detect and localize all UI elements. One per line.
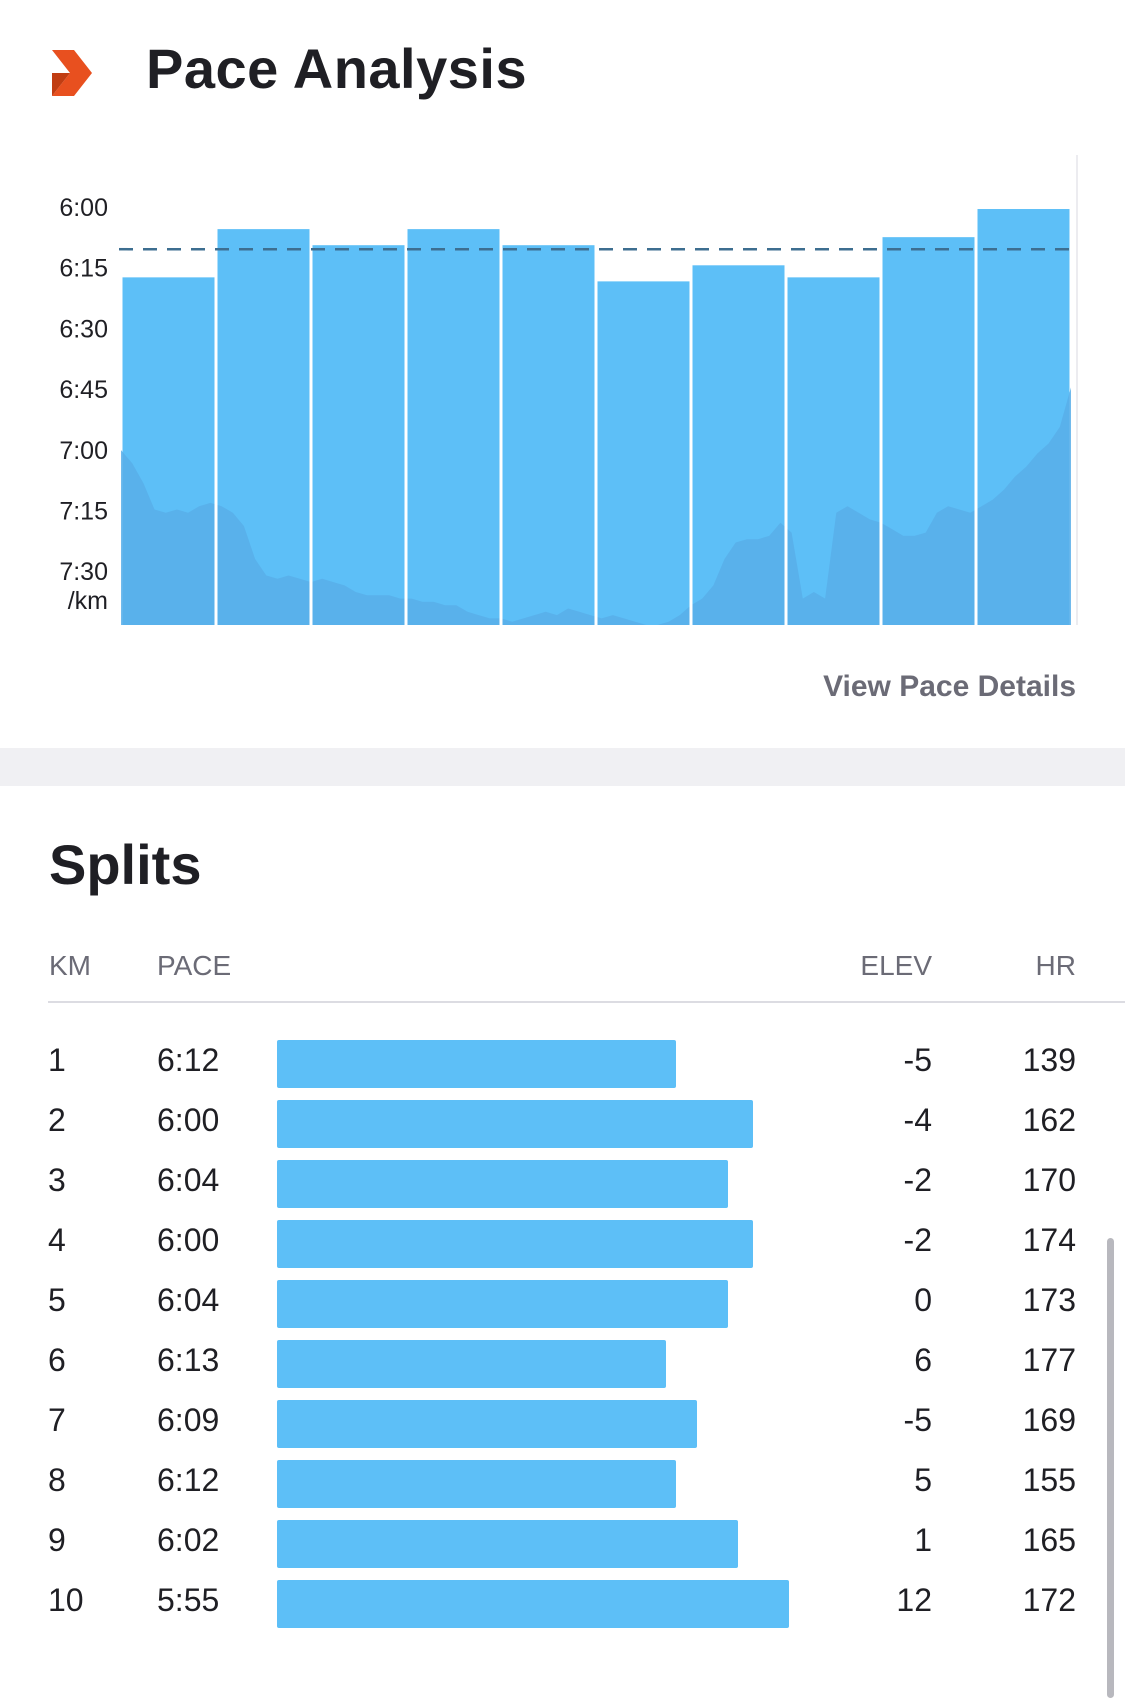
splits-header-pace: PACE: [157, 950, 232, 981]
split-pace: 6:00: [157, 1222, 220, 1258]
split-pace: 6:04: [157, 1282, 220, 1318]
split-elev: -2: [903, 1222, 932, 1258]
split-km: 3: [48, 1162, 66, 1198]
split-km: 6: [48, 1342, 66, 1378]
split-km: 2: [48, 1102, 66, 1138]
split-km: 1: [48, 1042, 66, 1078]
pace-bar-km-4[interactable]: [407, 229, 500, 625]
split-elev: 1: [914, 1522, 932, 1558]
split-row[interactable]: 1 6:12 -5 139: [0, 1030, 1125, 1090]
split-hr: 169: [1022, 1402, 1076, 1438]
strava-chevron-icon: [52, 50, 92, 96]
split-pace: 6:12: [157, 1042, 220, 1078]
view-pace-details-link[interactable]: View Pace Details: [823, 670, 1076, 703]
split-km: 5: [48, 1282, 66, 1318]
split-row[interactable]: 6 6:13 6 177: [0, 1330, 1125, 1390]
split-km: 10: [48, 1582, 84, 1618]
split-row[interactable]: 8 6:12 5 155: [0, 1450, 1125, 1510]
split-pace: 6:13: [157, 1342, 220, 1378]
y-tick-label: 7:00: [59, 437, 108, 465]
split-hr: 174: [1022, 1222, 1076, 1258]
page-title: Pace Analysis: [146, 37, 528, 100]
pace-bar-km-5[interactable]: [502, 245, 595, 625]
split-pace-bar: [277, 1100, 753, 1148]
split-km: 4: [48, 1222, 66, 1258]
split-elev: -2: [903, 1162, 932, 1198]
y-tick-label: 6:45: [59, 376, 108, 404]
split-km: 8: [48, 1462, 66, 1498]
split-row[interactable]: 9 6:02 1 165: [0, 1510, 1125, 1570]
pace-chart: 6:00 6:15 6:30 6:45 7:00 7:15 7:30/km: [59, 150, 1078, 625]
split-elev: -5: [903, 1402, 932, 1438]
split-hr: 170: [1022, 1162, 1076, 1198]
splits-header-elev: ELEV: [860, 950, 932, 981]
y-tick-label: 7:15: [59, 498, 108, 526]
pace-bar-km-3[interactable]: [312, 245, 405, 625]
y-tick-label: 7:30: [59, 558, 108, 586]
y-tick-label: 6:00: [59, 194, 108, 222]
split-row[interactable]: 5 6:04 0 173: [0, 1270, 1125, 1330]
split-pace-bar: [277, 1160, 728, 1208]
split-km: 9: [48, 1522, 66, 1558]
split-elev: 5: [914, 1462, 932, 1498]
pace-bar-km-6[interactable]: [597, 281, 690, 625]
split-hr: 165: [1022, 1522, 1076, 1558]
split-elev: 12: [896, 1582, 932, 1618]
y-tick-label: 6:30: [59, 315, 108, 343]
split-pace-bar: [277, 1400, 697, 1448]
scrollbar[interactable]: [1107, 1238, 1114, 1698]
page-header: Pace Analysis: [0, 0, 1125, 150]
split-hr: 155: [1022, 1462, 1076, 1498]
splits-header-divider: [48, 1001, 1125, 1003]
split-pace-bar: [277, 1520, 738, 1568]
split-elev: 0: [914, 1282, 932, 1318]
split-pace-bar: [277, 1580, 789, 1628]
y-unit-label: /km: [68, 587, 108, 615]
split-elev: -5: [903, 1042, 932, 1078]
y-tick-label: 6:15: [59, 255, 108, 283]
splits-header-km: KM: [49, 950, 91, 981]
split-pace-bar: [277, 1460, 676, 1508]
split-pace: 6:04: [157, 1162, 220, 1198]
split-row[interactable]: 3 6:04 -2 170: [0, 1150, 1125, 1210]
splits-title: Splits: [49, 833, 202, 896]
split-row[interactable]: 10 5:55 12 172: [0, 1570, 1125, 1630]
split-hr: 173: [1022, 1282, 1076, 1318]
split-row[interactable]: 2 6:00 -4 162: [0, 1090, 1125, 1150]
split-hr: 162: [1022, 1102, 1076, 1138]
split-row[interactable]: 4 6:00 -2 174: [0, 1210, 1125, 1270]
split-pace-bar: [277, 1040, 676, 1088]
split-elev: 6: [914, 1342, 932, 1378]
split-pace-bar: [277, 1280, 728, 1328]
split-pace-bar: [277, 1340, 666, 1388]
split-pace: 6:12: [157, 1462, 220, 1498]
split-pace: 6:00: [157, 1102, 220, 1138]
split-pace: 5:55: [157, 1582, 220, 1618]
split-km: 7: [48, 1402, 66, 1438]
split-hr: 177: [1022, 1342, 1076, 1378]
split-row[interactable]: 7 6:09 -5 169: [0, 1390, 1125, 1450]
section-divider: [0, 748, 1125, 786]
splits-header-hr: HR: [1035, 950, 1076, 981]
split-pace: 6:02: [157, 1522, 220, 1558]
split-elev: -4: [903, 1102, 932, 1138]
split-hr: 172: [1022, 1582, 1076, 1618]
split-pace-bar: [277, 1220, 753, 1268]
elevation-profile: [121, 387, 1071, 625]
split-hr: 139: [1022, 1042, 1076, 1078]
split-pace: 6:09: [157, 1402, 220, 1438]
pace-chart-container: 6:00 6:15 6:30 6:45 7:00 7:15 7:30/km: [0, 150, 1125, 630]
